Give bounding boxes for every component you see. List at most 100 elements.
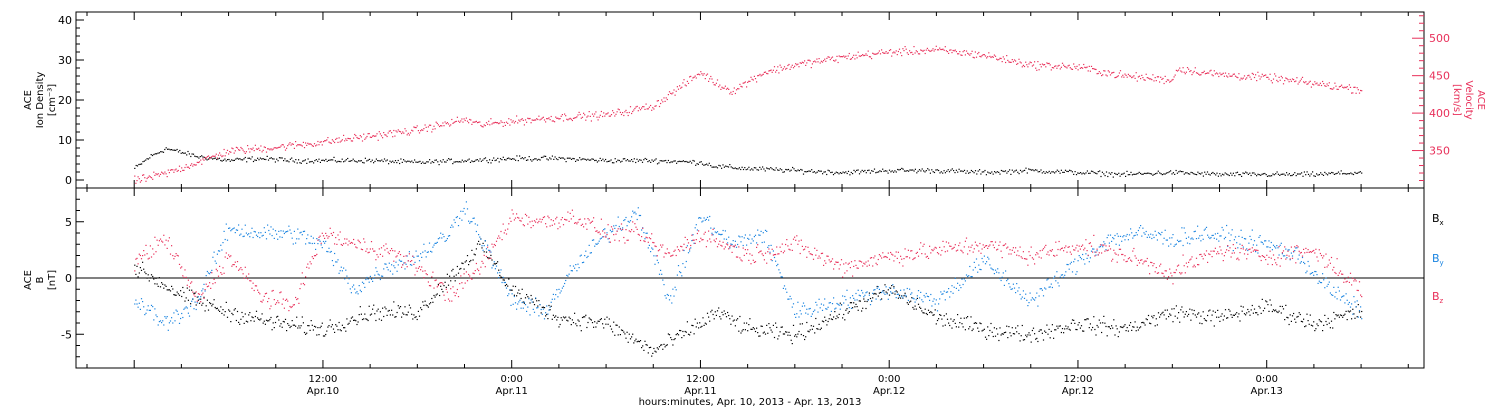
bx-point: [1027, 334, 1029, 336]
density-point: [925, 170, 927, 172]
bx-point: [498, 269, 500, 271]
by-point: [796, 313, 798, 315]
bz-point: [421, 266, 423, 268]
density-point: [1022, 170, 1024, 172]
bx-point: [618, 326, 620, 328]
bx-point: [1076, 329, 1078, 331]
bz-point: [255, 285, 258, 287]
density-point: [681, 160, 683, 163]
bx-point: [747, 330, 749, 332]
by-point: [589, 252, 591, 254]
bx-point: [588, 317, 590, 319]
by-point: [1035, 297, 1037, 299]
by-point: [1243, 238, 1246, 240]
by-point: [789, 295, 791, 297]
density-point: [1350, 172, 1352, 174]
velocity-point: [313, 143, 316, 145]
by-point: [946, 291, 949, 293]
density-point: [377, 160, 379, 162]
velocity-point: [1078, 64, 1080, 66]
bx-point: [288, 324, 290, 326]
bx-point: [280, 323, 282, 325]
bx-point: [662, 348, 664, 350]
bx-point: [1118, 331, 1120, 333]
velocity-point: [260, 145, 262, 147]
density-point: [938, 169, 940, 172]
velocity-point: [1304, 82, 1306, 84]
by-point: [874, 289, 876, 291]
bx-point: [250, 320, 252, 322]
bz-point: [679, 250, 681, 252]
bx-point: [1185, 311, 1187, 313]
by-point: [190, 305, 192, 307]
by-point: [646, 232, 648, 234]
velocity-point: [583, 112, 585, 114]
density-point: [974, 170, 977, 172]
velocity-point: [987, 56, 989, 58]
density-point: [950, 169, 952, 171]
velocity-point: [311, 145, 313, 147]
velocity-point: [600, 110, 602, 113]
bx-point: [1083, 330, 1085, 332]
bz-point: [787, 245, 789, 247]
bz-point: [241, 269, 243, 271]
velocity-point: [1342, 86, 1344, 88]
bz-point: [491, 243, 493, 245]
bz-point: [480, 266, 482, 268]
velocity-point: [490, 118, 492, 120]
bx-point: [1354, 317, 1356, 319]
by-point: [922, 301, 924, 303]
bx-point: [1301, 321, 1304, 323]
bz-point: [152, 248, 154, 250]
velocity-point: [569, 117, 571, 119]
bx-point: [210, 303, 212, 305]
bx-point: [166, 289, 168, 291]
bx-point: [1166, 309, 1168, 311]
velocity-point: [176, 170, 178, 172]
by-point: [137, 306, 139, 308]
bz-point: [785, 243, 787, 246]
velocity-point: [1308, 81, 1310, 83]
bx-point: [807, 330, 809, 332]
bz-point: [645, 236, 647, 238]
bz-point: [709, 238, 711, 240]
by-point: [957, 282, 959, 284]
bx-point: [380, 319, 383, 321]
bz-point: [302, 282, 304, 285]
density-point: [520, 157, 522, 160]
bx-point: [959, 322, 961, 324]
by-point: [1066, 263, 1068, 266]
density-point: [326, 160, 328, 162]
by-point: [1316, 274, 1318, 276]
bz-point: [692, 239, 694, 241]
velocity-point: [1108, 71, 1110, 73]
bx-point: [1006, 325, 1008, 327]
by-point: [714, 231, 716, 233]
bx-point: [1341, 314, 1343, 317]
by-point: [932, 300, 934, 302]
bx-point: [975, 322, 978, 324]
bz-point: [490, 257, 492, 259]
velocity-point: [1112, 72, 1114, 74]
by-point: [800, 313, 802, 315]
by-point: [231, 229, 233, 231]
bz-point: [612, 228, 614, 230]
bx-point: [1295, 321, 1297, 323]
bx-point: [799, 323, 801, 325]
bz-point: [632, 221, 634, 223]
velocity-point: [172, 169, 174, 171]
velocity-point: [1247, 75, 1249, 77]
by-point: [782, 287, 784, 289]
density-point: [542, 156, 544, 158]
velocity-point: [683, 79, 685, 81]
by-point: [676, 274, 678, 276]
density-point: [214, 157, 216, 159]
density-point: [1328, 172, 1330, 174]
bx-point: [1197, 313, 1199, 315]
bz-point: [805, 246, 807, 248]
by-point: [924, 296, 926, 298]
by-point: [718, 233, 720, 235]
velocity-point: [1099, 72, 1102, 74]
velocity-point: [1046, 62, 1048, 64]
by-point: [230, 230, 232, 232]
